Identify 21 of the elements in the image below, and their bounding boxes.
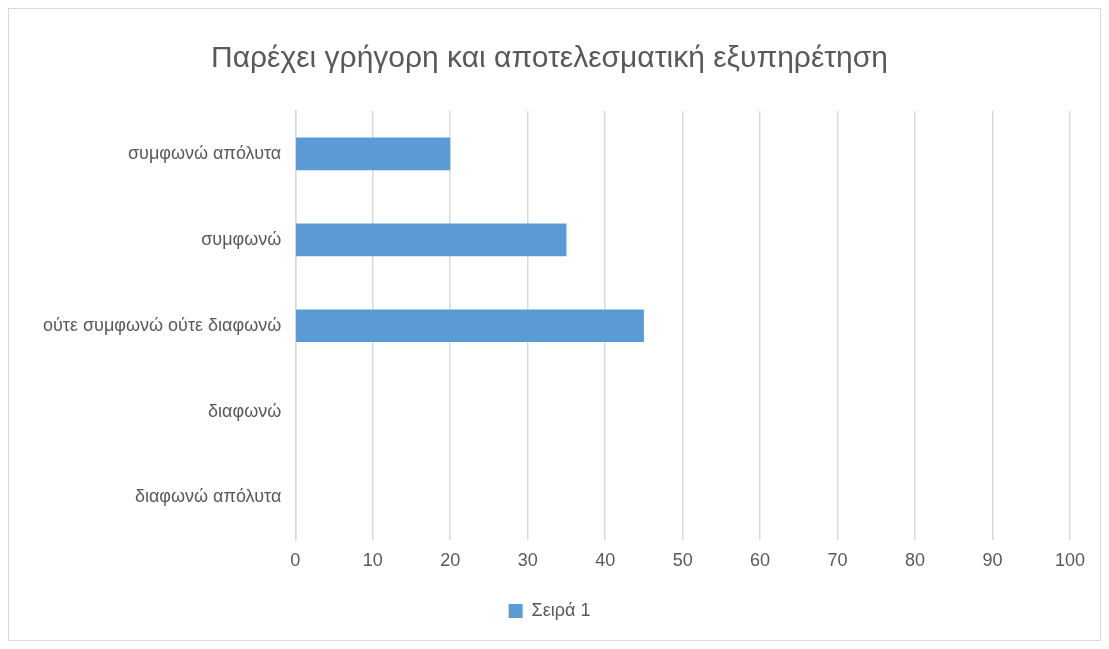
y-tick-label: ούτε συμφωνώ ούτε διαφωνώ <box>42 314 282 335</box>
y-tick-label: συμφωνώ <box>201 228 282 249</box>
x-tick-label: 60 <box>750 550 771 571</box>
x-tick-label: 80 <box>905 550 926 571</box>
bar <box>296 137 451 171</box>
x-tick-label: 20 <box>440 550 461 571</box>
y-tick-label: διαφωνώ απόλυτα <box>134 486 282 507</box>
x-tick-label: 0 <box>290 550 301 571</box>
legend-label: Σειρά 1 <box>531 599 591 620</box>
x-tick-label: 50 <box>672 550 693 571</box>
y-tick-label: διαφωνώ <box>208 400 282 421</box>
x-tick-label: 10 <box>362 550 383 571</box>
y-tick-label: συμφωνώ απόλυτα <box>128 142 282 163</box>
chart-title: Παρέχει γρήγορη και αποτελεσματική εξυπηρέτηση <box>211 40 888 74</box>
x-tick-label: 90 <box>982 550 1003 571</box>
x-tick-label: 70 <box>827 550 848 571</box>
bar <box>296 309 644 343</box>
x-tick-label: 100 <box>1054 550 1086 571</box>
x-tick-label: 40 <box>595 550 616 571</box>
bar <box>296 223 567 257</box>
x-tick-label: 30 <box>517 550 538 571</box>
